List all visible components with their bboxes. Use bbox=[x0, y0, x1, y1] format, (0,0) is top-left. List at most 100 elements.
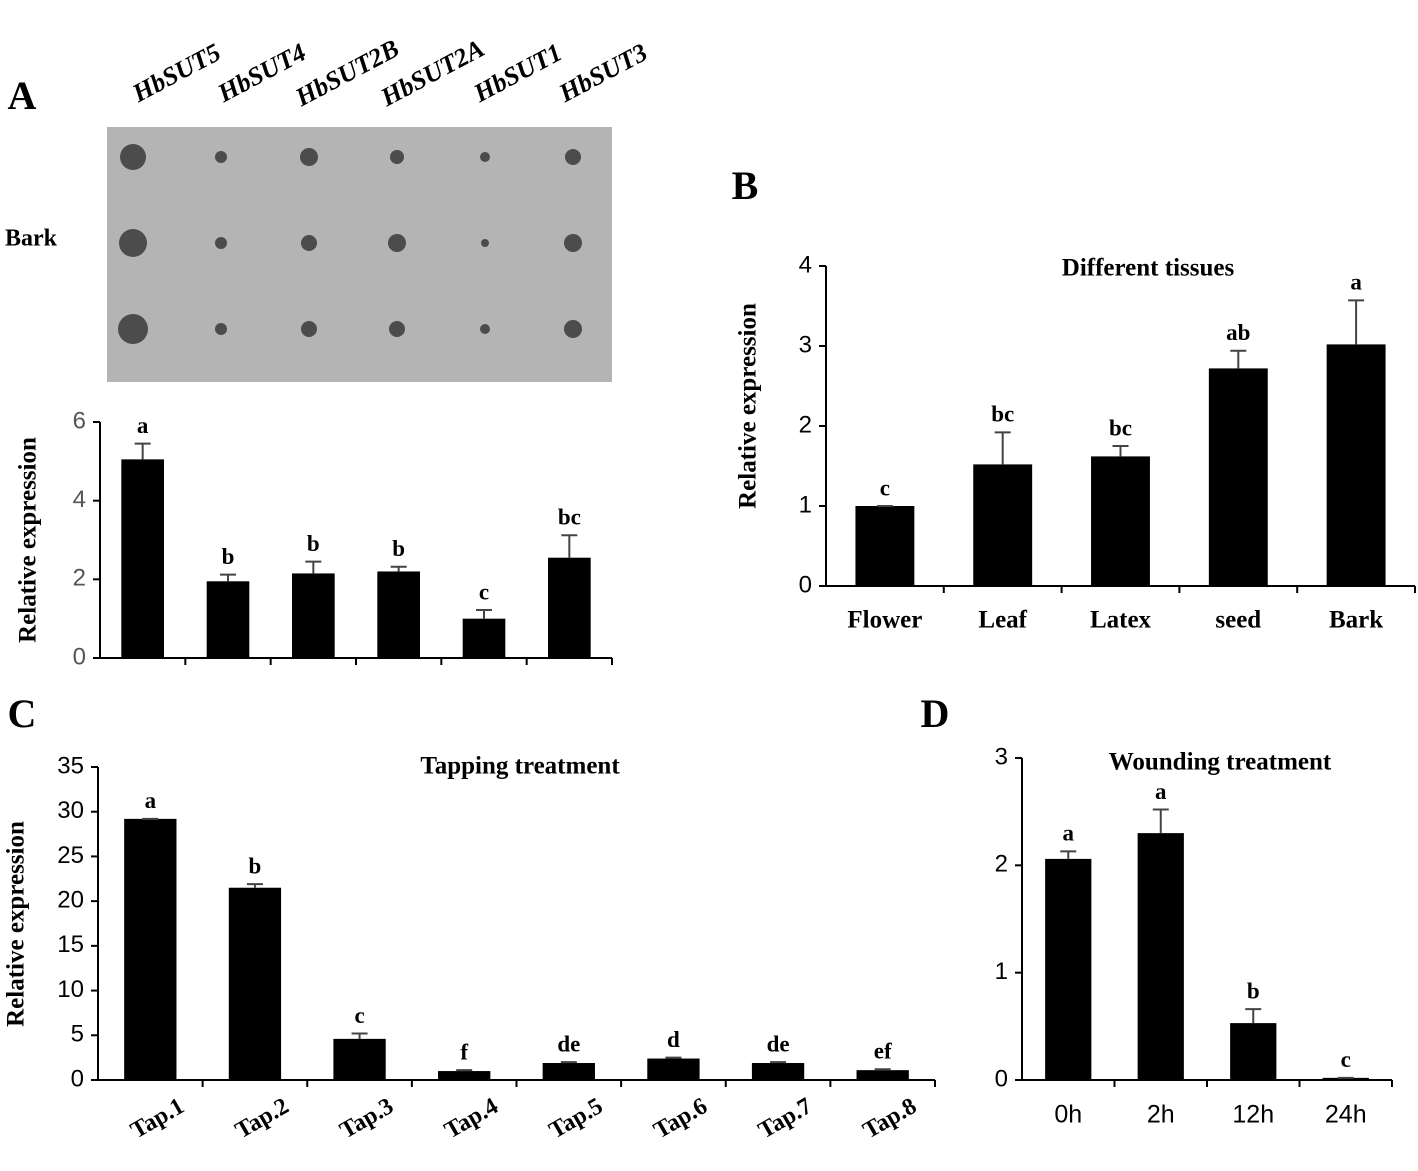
bar bbox=[1230, 1023, 1277, 1080]
y-axis-label: Relative expression bbox=[735, 303, 762, 509]
panel-letter: C bbox=[8, 691, 37, 736]
bar bbox=[542, 1063, 595, 1080]
x-tick-label: Leaf bbox=[978, 607, 1027, 634]
x-tick-label: HbSUT3 bbox=[553, 38, 652, 109]
significance-letter: c bbox=[1341, 1047, 1351, 1072]
error-bar bbox=[390, 565, 407, 572]
y-tick-label: 35 bbox=[57, 752, 84, 779]
significance-letter: b bbox=[1247, 978, 1260, 1003]
x-tick-label: Tap.4 bbox=[440, 1093, 503, 1144]
x-tick-label: 24h bbox=[1325, 1101, 1367, 1129]
blot-spot bbox=[119, 229, 147, 257]
panel-letter: B bbox=[732, 163, 759, 208]
y-tick-label: 10 bbox=[57, 976, 84, 1003]
error-bar bbox=[351, 1032, 368, 1039]
significance-letter: a bbox=[1350, 270, 1362, 295]
error-bar bbox=[476, 609, 492, 619]
blot-spot bbox=[481, 239, 489, 247]
y-tick-label: 25 bbox=[57, 842, 84, 869]
significance-letter: bc bbox=[558, 505, 581, 530]
y-tick-label: 6 bbox=[73, 407, 86, 434]
x-tick-label: Tap.3 bbox=[336, 1093, 399, 1144]
x-tick-label: Latex bbox=[1090, 607, 1152, 634]
significance-letter: b bbox=[249, 853, 262, 878]
bar bbox=[206, 581, 250, 658]
error-bar bbox=[305, 560, 322, 574]
x-tick-label: seed bbox=[1215, 607, 1261, 634]
error-bar bbox=[134, 442, 151, 460]
bar bbox=[462, 618, 506, 658]
significance-letter: b bbox=[392, 536, 405, 561]
x-tick-label: Tap.6 bbox=[649, 1093, 712, 1144]
bar bbox=[1208, 368, 1268, 586]
x-tick-label: Tap.8 bbox=[859, 1093, 922, 1144]
error-bar bbox=[1112, 445, 1129, 457]
error-bar bbox=[246, 883, 263, 888]
blot-spot bbox=[390, 150, 404, 164]
blot-spot bbox=[300, 148, 318, 166]
significance-letter: a bbox=[137, 413, 149, 438]
x-tick-label: Tap.7 bbox=[754, 1093, 817, 1144]
chart-title: Wounding treatment bbox=[1109, 749, 1332, 776]
error-bar bbox=[770, 1061, 787, 1064]
significance-letter: d bbox=[667, 1027, 680, 1052]
dot-blot bbox=[107, 127, 612, 382]
error-bar bbox=[456, 1069, 473, 1072]
error-bar bbox=[1060, 850, 1077, 859]
y-tick-label: 3 bbox=[799, 331, 812, 358]
blot-spot bbox=[480, 324, 490, 334]
y-tick-label: 20 bbox=[57, 886, 84, 913]
y-tick-label: 1 bbox=[995, 958, 1008, 985]
y-tick-label: 3 bbox=[995, 743, 1008, 770]
bar bbox=[121, 459, 164, 658]
bar bbox=[228, 887, 282, 1080]
significance-letter: de bbox=[557, 1031, 580, 1056]
x-tick-label: 2h bbox=[1147, 1101, 1175, 1129]
blot-spot bbox=[301, 321, 317, 337]
bar bbox=[333, 1038, 386, 1080]
bar bbox=[548, 557, 591, 658]
significance-letter: a bbox=[1155, 779, 1167, 804]
blot-spot bbox=[215, 237, 227, 249]
significance-letter: de bbox=[767, 1031, 790, 1056]
y-tick-label: 5 bbox=[71, 1021, 84, 1048]
bar bbox=[856, 1070, 909, 1080]
significance-letter: f bbox=[460, 1039, 468, 1064]
chart-title: Tapping treatment bbox=[420, 753, 620, 780]
significance-letter: b bbox=[222, 544, 235, 569]
blot-spot bbox=[564, 320, 582, 338]
error-bar bbox=[220, 573, 236, 582]
significance-letter: a bbox=[1063, 821, 1075, 846]
error-bar bbox=[1152, 808, 1169, 834]
blot-spots bbox=[118, 144, 582, 344]
blot-spot bbox=[301, 235, 317, 251]
bar bbox=[124, 818, 177, 1080]
bar bbox=[1091, 456, 1150, 586]
bar bbox=[438, 1071, 491, 1080]
y-tick-label: 0 bbox=[799, 571, 812, 598]
bar bbox=[292, 573, 335, 658]
x-tick-label: 0h bbox=[1054, 1101, 1082, 1129]
blot-spot bbox=[389, 321, 405, 337]
significance-letter: ef bbox=[874, 1039, 892, 1064]
significance-letter: ab bbox=[1226, 320, 1250, 345]
y-tick-label: 2 bbox=[799, 411, 812, 438]
blot-spot bbox=[564, 234, 582, 252]
significance-letter: bc bbox=[991, 402, 1014, 427]
bar bbox=[1137, 833, 1184, 1080]
y-axis-label: Relative expression bbox=[3, 821, 30, 1027]
bar bbox=[377, 571, 420, 658]
significance-letter: c bbox=[354, 1003, 364, 1028]
panel-letter: A bbox=[8, 73, 37, 118]
significance-letter: a bbox=[145, 788, 157, 813]
x-tick-label: HbSUT5 bbox=[127, 38, 226, 109]
blot-spot bbox=[215, 151, 227, 163]
panel-letter: D bbox=[921, 691, 950, 736]
bar bbox=[855, 506, 915, 586]
blot-spot bbox=[565, 149, 581, 165]
chart-title: Different tissues bbox=[1062, 255, 1235, 282]
blot-spot bbox=[215, 323, 227, 335]
blot-spot bbox=[120, 144, 146, 170]
